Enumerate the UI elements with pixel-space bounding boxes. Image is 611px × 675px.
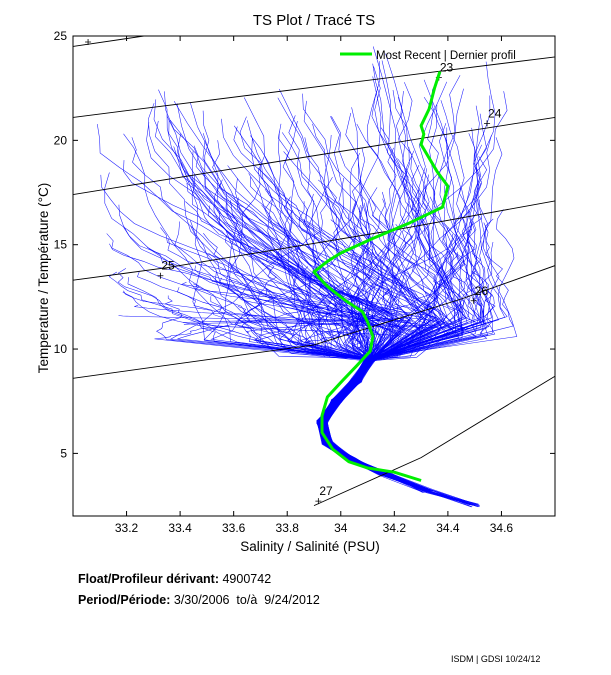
profile-line <box>177 285 381 474</box>
density-contour-23 <box>73 56 555 118</box>
float-info: Float/Profileur dérivant: 4900742 <box>78 572 271 586</box>
profile-line <box>173 100 386 474</box>
density-contours <box>73 36 555 507</box>
contour-label-27: 27 <box>319 484 333 498</box>
density-contour-22 <box>73 36 148 47</box>
x-tick-label: 33.8 <box>276 521 300 535</box>
density-contour-24 <box>73 116 555 196</box>
density-contour-25 <box>73 200 555 281</box>
contour-label-24: 24 <box>488 106 502 120</box>
profile-line <box>321 148 384 476</box>
profile-line <box>123 290 384 475</box>
contour-label-marker <box>484 120 491 127</box>
profile-line <box>326 241 494 492</box>
x-tick-label: 33.4 <box>168 521 192 535</box>
most-recent-profile <box>312 71 450 482</box>
profile-line <box>318 100 494 476</box>
contour-label-22: 22 <box>89 25 103 39</box>
y-tick-label: 25 <box>54 29 68 43</box>
period-label: Period/Période: <box>78 593 171 607</box>
profile-line <box>322 82 413 475</box>
contour-label-marker <box>470 297 477 304</box>
density-contour-27 <box>313 375 555 507</box>
profile-line <box>325 123 464 461</box>
contour-label-marker <box>315 498 322 505</box>
contour-label-25: 25 <box>161 259 175 273</box>
profile-line <box>123 226 389 475</box>
period-value: 3/30/2006 to/à 9/24/2012 <box>173 593 320 607</box>
contour-label-marker <box>85 39 92 45</box>
profile-line <box>317 147 397 461</box>
profile-line <box>233 125 450 474</box>
y-tick-label: 10 <box>54 342 68 356</box>
contour-label-23: 23 <box>440 60 454 74</box>
x-tick-label: 34.4 <box>436 521 460 535</box>
legend: Most Recent | Dernier profil <box>340 50 516 62</box>
float-id: 4900742 <box>222 572 272 586</box>
y-tick-label: 20 <box>54 133 68 147</box>
x-tick-label: 33.2 <box>115 521 139 535</box>
profile-line <box>324 61 471 493</box>
float-label: Float/Profileur dérivant: <box>78 572 219 586</box>
x-tick-label: 34 <box>334 521 348 535</box>
x-tick-label: 34.2 <box>383 521 407 535</box>
x-tick-label: 33.6 <box>222 521 246 535</box>
profile-line <box>253 313 374 460</box>
profile-line <box>108 271 372 460</box>
contour-label-marker <box>157 272 164 279</box>
plot-frame <box>72 35 556 517</box>
profile-line <box>298 266 445 475</box>
contour-label-26: 26 <box>475 284 489 298</box>
y-tick-label: 5 <box>60 446 67 460</box>
profile-line <box>324 175 487 492</box>
period-info: Period/Période: 3/30/2006 to/à 9/24/2012 <box>78 593 320 607</box>
y-tick-label: 15 <box>54 238 68 252</box>
profile-line <box>118 315 376 461</box>
chart-title: TS Plot / Tracé TS <box>253 12 375 29</box>
profile-line <box>304 137 366 462</box>
credit-stamp: ISDM | GDSI 10/24/12 <box>451 654 541 664</box>
profile-line <box>201 262 409 474</box>
legend-label: Most Recent | Dernier profil <box>376 50 516 62</box>
profile-line <box>106 233 427 493</box>
density-contour-26 <box>73 265 555 379</box>
x-tick-label: 34.6 <box>490 521 514 535</box>
x-axis-label: Salinity / Salinité (PSU) <box>240 539 380 554</box>
profile-line <box>169 194 424 491</box>
y-axis-label: Temperature / Température (°C) <box>36 183 51 373</box>
contour-labels: 22 23 24 25 26 27 <box>85 25 502 505</box>
profile-line <box>194 265 425 491</box>
